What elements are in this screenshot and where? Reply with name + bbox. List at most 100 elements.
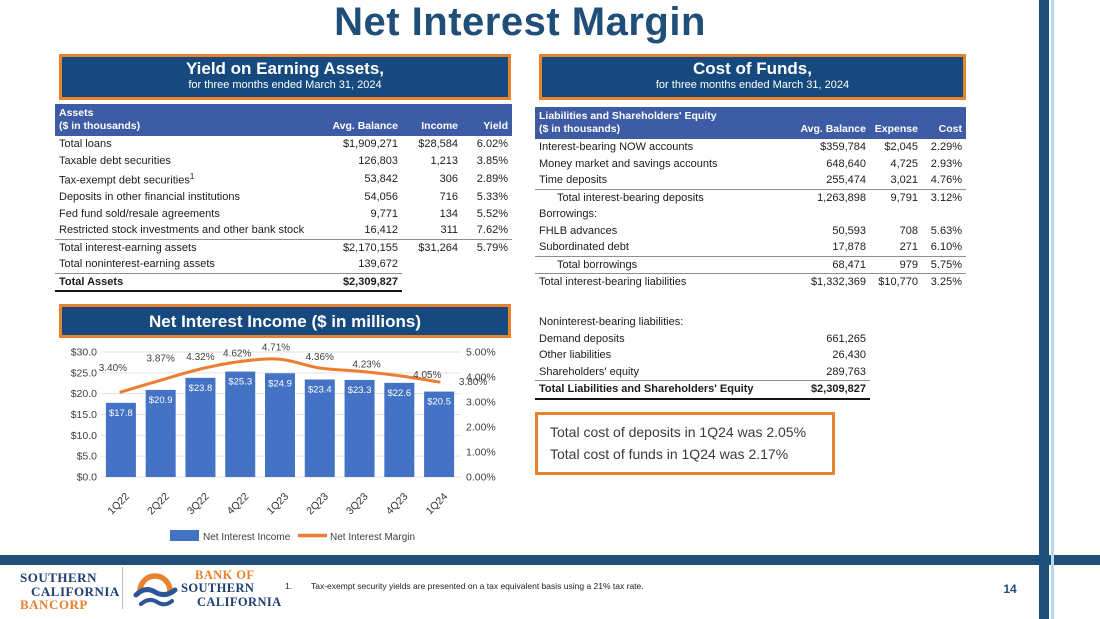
table-header-col: Avg. Balance — [782, 107, 870, 140]
noninterest-liabilities-table: Noninterest-bearing liabilities: Demand d… — [535, 314, 870, 400]
svg-text:4Q23: 4Q23 — [384, 491, 411, 518]
row-value: 311 — [402, 222, 462, 240]
row-value — [782, 314, 870, 331]
bancorp-logo: SOUTHERN CALIFORNIA BANCORP — [20, 571, 120, 612]
footnote-text: Tax-exempt security yields are presented… — [311, 581, 644, 591]
footer-horizontal-bar — [0, 555, 1100, 565]
svg-text:$20.0: $20.0 — [71, 388, 97, 400]
table-row: FHLB advances 50,593 708 5.63% — [535, 223, 966, 240]
svg-text:$25.0: $25.0 — [71, 367, 97, 379]
bancorp-logo-line2: CALIFORNIA — [31, 583, 120, 599]
row-value: $2,309,827 — [307, 273, 402, 293]
table-row: Borrowings: — [535, 206, 966, 223]
table-header-label: Liabilities and Shareholders' Equity ($ i… — [535, 107, 782, 140]
row-value: 1,213 — [430, 154, 458, 167]
table-row: Total interest-bearing deposits 1,263,898… — [535, 189, 966, 206]
row-value: 2.89% — [476, 173, 508, 186]
table-row: Demand deposits 661,265 — [535, 331, 870, 348]
svg-text:$25.3: $25.3 — [228, 377, 252, 388]
row-value: 648,640 — [826, 157, 866, 170]
svg-text:$17.8: $17.8 — [109, 408, 133, 419]
svg-text:1Q23: 1Q23 — [264, 491, 291, 518]
table-row: Total interest-bearing liabilities $1,332… — [535, 274, 966, 291]
svg-text:$23.8: $23.8 — [189, 383, 213, 394]
svg-text:4.71%: 4.71% — [262, 342, 290, 353]
svg-text:3Q22: 3Q22 — [185, 491, 212, 518]
row-value: 2.29% — [930, 141, 962, 154]
row-value: $31,264 — [418, 241, 458, 254]
table-row: Fed fund sold/resale agreements 9,771 134 5… — [55, 206, 512, 223]
svg-text:4.00%: 4.00% — [466, 372, 496, 384]
row-value: 708 — [899, 224, 918, 237]
row-value: 7.62% — [462, 222, 512, 240]
cost-banner: Cost of Funds, for three months ended Ma… — [539, 54, 966, 100]
svg-text:4.23%: 4.23% — [352, 359, 380, 370]
table-header-row: Liabilities and Shareholders' Equity ($ i… — [535, 107, 966, 140]
table-row: Total Assets $2,309,827 — [55, 273, 512, 293]
chart-banner-title: Net Interest Income ($ in millions) — [148, 312, 422, 331]
row-label: Total interest-bearing deposits — [557, 191, 704, 204]
table-row: Tax-exempt debt securities1 53,842 306 2.89… — [55, 169, 512, 189]
cost-banner-subtitle: for three months ended March 31, 2024 — [655, 79, 850, 92]
table-row: Deposits in other financial institutions… — [55, 189, 512, 206]
row-value: 4,725 — [890, 157, 918, 170]
row-value: 661,265 — [826, 332, 866, 345]
row-label: Total interest-earning assets — [59, 241, 197, 254]
cost-of-funds-table: Liabilities and Shareholders' Equity ($ i… — [535, 107, 966, 291]
row-value: 54,056 — [364, 191, 398, 204]
row-value: 5.52% — [476, 207, 508, 220]
svg-text:3Q23: 3Q23 — [344, 491, 371, 518]
row-label: Money market and savings accounts — [539, 157, 718, 170]
svg-text:2Q22: 2Q22 — [145, 491, 172, 518]
row-value: 271 — [870, 239, 922, 257]
svg-text:$10.0: $10.0 — [71, 430, 97, 442]
row-label: Tax-exempt debt securities1 — [59, 172, 195, 187]
row-label: Taxable debt securities — [59, 154, 171, 167]
row-value: 3,021 — [870, 172, 922, 190]
table-header-col: Income — [402, 104, 462, 137]
chart-container: $30.0 $25.0 $20.0 $15.0 $10.0 $5.0 $0.0 5.00% 4.… — [55, 340, 515, 557]
row-value — [402, 273, 462, 291]
table-header-col: Expense — [870, 107, 922, 140]
svg-text:$20.5: $20.5 — [427, 397, 451, 408]
row-value: $359,784 — [820, 141, 866, 154]
page-number: 14 — [1003, 582, 1017, 596]
footnote: 1. Tax-exempt security yields are present… — [285, 581, 644, 591]
table-row: Total noninterest-earning assets 139,672 — [55, 256, 512, 274]
svg-text:1.00%: 1.00% — [466, 447, 496, 459]
svg-text:3.80%: 3.80% — [459, 377, 487, 388]
svg-text:2Q23: 2Q23 — [304, 491, 331, 518]
svg-text:$23.3: $23.3 — [348, 385, 372, 396]
table-header-label: Assets ($ in thousands) — [55, 104, 307, 137]
row-value: 2.93% — [930, 157, 962, 170]
bank-logo-text: BANK OF SOUTHERN CALIFORNIA — [181, 568, 282, 609]
svg-text:$22.6: $22.6 — [387, 388, 411, 399]
table-row: Time deposits 255,474 3,021 4.76% — [535, 172, 966, 190]
table-row: Total interest-earning assets $2,170,155 $… — [55, 239, 512, 256]
row-value: 68,471 — [782, 256, 870, 275]
row-label: Noninterest-bearing liabilities: — [539, 316, 684, 328]
row-label: Fed fund sold/resale agreements — [59, 207, 220, 220]
row-value: $10,770 — [878, 276, 918, 289]
table-row: Total borrowings 68,471 979 5.75% — [535, 256, 966, 275]
svg-text:$24.9: $24.9 — [268, 378, 292, 389]
svg-text:4Q22: 4Q22 — [225, 491, 252, 518]
row-value: 5.33% — [476, 191, 508, 204]
row-value: $1,909,271 — [342, 138, 398, 151]
row-label: Total interest-bearing liabilities — [539, 276, 687, 289]
table-row: Noninterest-bearing liabilities: — [535, 314, 870, 331]
callout-line-1: Total cost of deposits in 1Q24 was 2.05% — [550, 424, 807, 440]
chart-banner: Net Interest Income ($ in millions) — [59, 304, 511, 338]
row-value: $2,309,827 — [782, 380, 870, 400]
row-value: 6.10% — [922, 239, 966, 257]
svg-text:3.00%: 3.00% — [466, 397, 496, 409]
svg-text:$15.0: $15.0 — [71, 409, 97, 421]
bancorp-logo-line3: BANCORP — [20, 597, 88, 613]
table-row: Restricted stock investments and other b… — [55, 222, 512, 240]
svg-text:1Q24: 1Q24 — [424, 491, 451, 518]
yield-on-earning-assets-table: Assets ($ in thousands) Avg. Balance Income… — [55, 104, 512, 293]
bank-logo-line1: BANK OF — [195, 568, 255, 582]
table-row: Money market and savings accounts 648,640… — [535, 156, 966, 173]
row-value — [402, 256, 462, 273]
